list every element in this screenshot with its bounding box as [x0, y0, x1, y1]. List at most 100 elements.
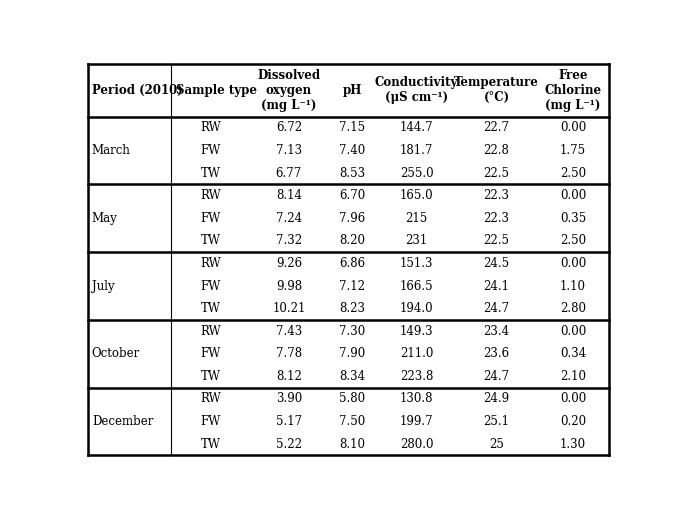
Text: 8.34: 8.34: [339, 370, 365, 383]
Text: 144.7: 144.7: [400, 121, 433, 134]
Text: 7.13: 7.13: [276, 144, 302, 157]
Text: 0.35: 0.35: [560, 212, 586, 225]
Text: 0.34: 0.34: [560, 347, 586, 360]
Text: 22.3: 22.3: [483, 189, 509, 202]
Text: 24.1: 24.1: [483, 280, 509, 292]
Text: March: March: [92, 144, 131, 157]
Text: 25: 25: [489, 438, 504, 451]
Text: RW: RW: [200, 393, 221, 406]
Text: 2.80: 2.80: [560, 302, 586, 315]
Text: 7.90: 7.90: [339, 347, 365, 360]
Text: 6.86: 6.86: [339, 257, 365, 270]
Text: 2.50: 2.50: [560, 234, 586, 247]
Text: FW: FW: [201, 280, 221, 292]
Text: 8.14: 8.14: [276, 189, 302, 202]
Text: 166.5: 166.5: [400, 280, 433, 292]
Text: 0.20: 0.20: [560, 415, 586, 428]
Text: 7.43: 7.43: [275, 325, 302, 338]
Text: 22.3: 22.3: [483, 212, 509, 225]
Text: 0.00: 0.00: [560, 257, 586, 270]
Text: FW: FW: [201, 347, 221, 360]
Text: 0.00: 0.00: [560, 121, 586, 134]
Text: 7.15: 7.15: [339, 121, 365, 134]
Text: 255.0: 255.0: [400, 167, 433, 179]
Text: 7.78: 7.78: [276, 347, 302, 360]
Text: 2.10: 2.10: [560, 370, 586, 383]
Text: TW: TW: [201, 167, 220, 179]
Text: 8.53: 8.53: [339, 167, 365, 179]
Text: FW: FW: [201, 144, 221, 157]
Text: 7.32: 7.32: [276, 234, 302, 247]
Text: 151.3: 151.3: [400, 257, 433, 270]
Text: TW: TW: [201, 234, 220, 247]
Text: 211.0: 211.0: [400, 347, 433, 360]
Text: 5.22: 5.22: [276, 438, 302, 451]
Text: 8.10: 8.10: [339, 438, 365, 451]
Text: TW: TW: [201, 302, 220, 315]
Text: July: July: [92, 280, 114, 292]
Text: 0.00: 0.00: [560, 189, 586, 202]
Text: FW: FW: [201, 212, 221, 225]
Text: 7.12: 7.12: [339, 280, 365, 292]
Text: RW: RW: [200, 325, 221, 338]
Text: 22.5: 22.5: [483, 234, 509, 247]
Text: 7.30: 7.30: [339, 325, 365, 338]
Text: 6.72: 6.72: [276, 121, 302, 134]
Text: 23.6: 23.6: [483, 347, 509, 360]
Text: 165.0: 165.0: [400, 189, 433, 202]
Text: 5.17: 5.17: [276, 415, 302, 428]
Text: 1.30: 1.30: [560, 438, 586, 451]
Text: 149.3: 149.3: [400, 325, 433, 338]
Text: 3.90: 3.90: [275, 393, 302, 406]
Text: 215: 215: [405, 212, 428, 225]
Text: 5.80: 5.80: [339, 393, 365, 406]
Text: 194.0: 194.0: [400, 302, 433, 315]
Text: 223.8: 223.8: [400, 370, 433, 383]
Text: 22.8: 22.8: [483, 144, 509, 157]
Text: Period (2010): Period (2010): [92, 84, 183, 97]
Text: TW: TW: [201, 438, 220, 451]
Text: 0.00: 0.00: [560, 325, 586, 338]
Text: 9.98: 9.98: [276, 280, 302, 292]
Text: 24.7: 24.7: [483, 370, 509, 383]
Text: 22.7: 22.7: [483, 121, 509, 134]
Text: 8.12: 8.12: [276, 370, 302, 383]
Text: December: December: [92, 415, 153, 428]
Text: 231: 231: [405, 234, 428, 247]
Text: RW: RW: [200, 189, 221, 202]
Text: 9.26: 9.26: [276, 257, 302, 270]
Text: 2.50: 2.50: [560, 167, 586, 179]
Text: 7.50: 7.50: [339, 415, 365, 428]
Text: FW: FW: [201, 415, 221, 428]
Text: TW: TW: [201, 370, 220, 383]
Text: Conductivity
(μS cm⁻¹): Conductivity (μS cm⁻¹): [375, 76, 458, 104]
Text: pH: pH: [343, 84, 362, 97]
Text: 10.21: 10.21: [272, 302, 305, 315]
Text: 22.5: 22.5: [483, 167, 509, 179]
Text: 280.0: 280.0: [400, 438, 433, 451]
Text: 23.4: 23.4: [483, 325, 509, 338]
Text: RW: RW: [200, 257, 221, 270]
Text: 24.5: 24.5: [483, 257, 509, 270]
Text: 0.00: 0.00: [560, 393, 586, 406]
Text: May: May: [92, 212, 118, 225]
Text: 24.7: 24.7: [483, 302, 509, 315]
Text: 1.75: 1.75: [560, 144, 586, 157]
Text: 199.7: 199.7: [400, 415, 433, 428]
Text: 8.20: 8.20: [339, 234, 365, 247]
Text: 8.23: 8.23: [339, 302, 365, 315]
Text: 7.96: 7.96: [339, 212, 365, 225]
Text: Temperature
(°C): Temperature (°C): [454, 76, 539, 104]
Text: Sample type: Sample type: [175, 84, 256, 97]
Text: 7.24: 7.24: [276, 212, 302, 225]
Text: 6.70: 6.70: [339, 189, 365, 202]
Text: Free
Chlorine
(mg L⁻¹): Free Chlorine (mg L⁻¹): [545, 68, 602, 112]
Text: 24.9: 24.9: [483, 393, 509, 406]
Text: 1.10: 1.10: [560, 280, 586, 292]
Text: October: October: [92, 347, 140, 360]
Text: 181.7: 181.7: [400, 144, 433, 157]
Text: 7.40: 7.40: [339, 144, 365, 157]
Text: Dissolved
oxygen
(mg L⁻¹): Dissolved oxygen (mg L⁻¹): [257, 68, 320, 112]
Text: RW: RW: [200, 121, 221, 134]
Text: 25.1: 25.1: [483, 415, 509, 428]
